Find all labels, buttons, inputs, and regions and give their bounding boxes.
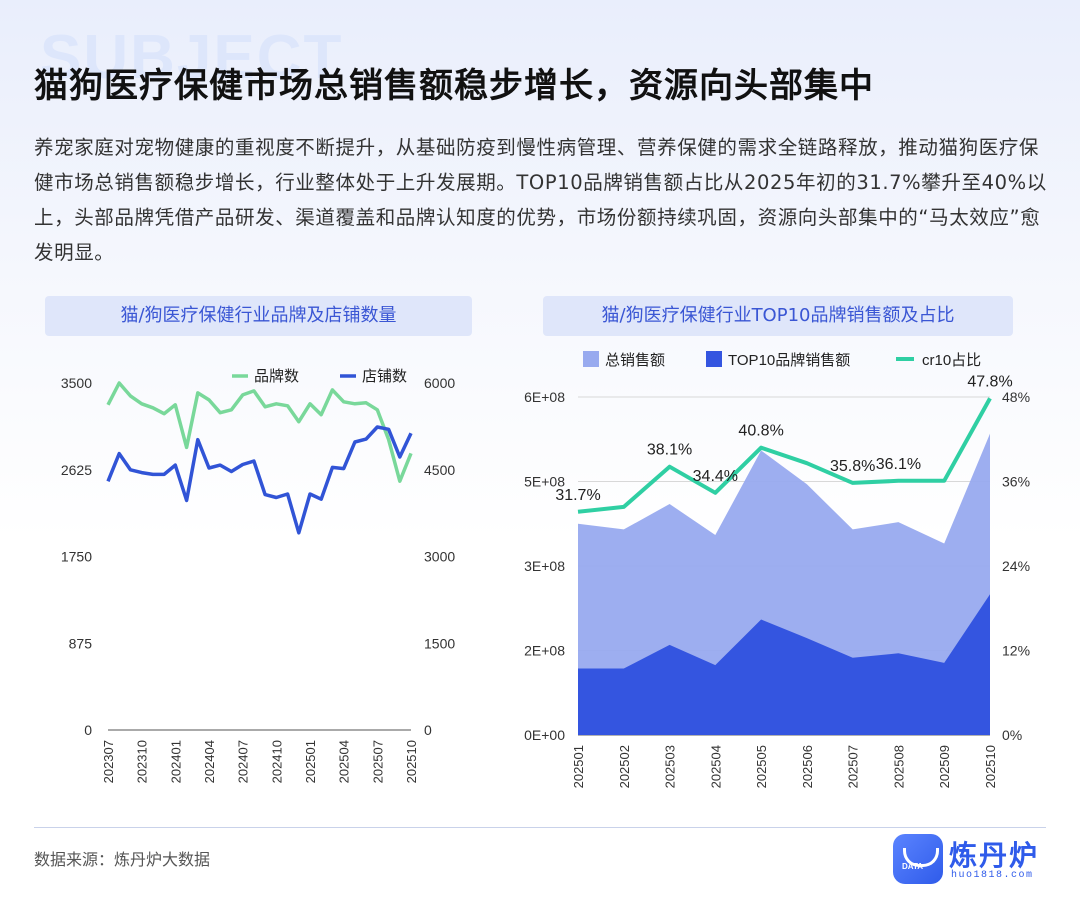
right-chart-x-tick: 202510	[983, 745, 998, 788]
cr10-data-label: 38.1%	[647, 442, 692, 459]
left-chart-x-tick: 202404	[202, 740, 217, 783]
right-chart-y-left-tick: 2E+08	[524, 643, 565, 659]
cr10-data-label: 34.4%	[693, 468, 738, 485]
background-watermark-word: SUBJECT	[40, 23, 344, 92]
legend-store-label: 店铺数	[362, 368, 407, 385]
right-chart-y-left-tick: 3E+08	[524, 558, 565, 574]
legend-total-sales-swatch	[583, 351, 599, 367]
cr10-data-label: 36.1%	[876, 456, 921, 473]
left-chart-x-tick: 202407	[236, 740, 251, 783]
right-chart-y-left-tick: 5E+08	[524, 474, 565, 490]
left-chart-y-right-tick: 0	[424, 722, 432, 738]
right-chart-title: 猫/狗医疗保健行业TOP10品牌销售额及占比	[543, 296, 1013, 336]
legend-cr10-label: cr10占比	[922, 352, 981, 369]
cr10-data-label: 40.8%	[738, 423, 783, 440]
left-chart-y-right-tick: 1500	[424, 635, 455, 651]
right-chart-y-left-tick: 0E+00	[524, 727, 565, 743]
left-chart-x-tick: 202401	[168, 740, 183, 783]
left-chart-y-right-tick: 4500	[424, 462, 455, 478]
logo-url: huo1818.com	[951, 870, 1034, 881]
left-chart-x-tick: 202410	[269, 740, 284, 783]
right-chart-x-tick: 202503	[663, 745, 678, 788]
right-chart-x-tick: 202507	[846, 745, 861, 788]
cr10-data-label: 47.8%	[967, 373, 1012, 390]
cr10-share-line	[577, 397, 992, 514]
right-chart-y-right-tick: 0%	[1002, 727, 1022, 743]
page-title: 猫狗医疗保健市场总销售额稳步增长，资源向头部集中	[34, 66, 874, 106]
data-source-note: 数据来源：炼丹炉大数据	[34, 850, 211, 869]
brand-logo: DATA 炼丹炉 huo1818.com	[893, 834, 1053, 890]
left-chart-x-tick: 202310	[135, 740, 150, 783]
left-chart-y-right-tick: 6000	[424, 375, 455, 391]
right-chart-x-tick: 202502	[617, 745, 632, 788]
left-chart-y-left-tick: 2625	[61, 462, 92, 478]
left-chart-y-left-tick: 1750	[61, 549, 92, 565]
left-chart-y-left-tick: 875	[69, 635, 93, 651]
legend-total-sales-label: 总销售额	[605, 352, 665, 369]
right-chart-x-tick: 202505	[754, 745, 769, 788]
right-chart-y-left-tick: 6E+08	[524, 389, 565, 405]
right-chart-y-right-tick: 24%	[1002, 558, 1030, 574]
footer-divider	[34, 827, 1046, 828]
left-chart-x-tick: 202504	[337, 740, 352, 783]
cr10-data-label: 31.7%	[555, 487, 600, 504]
left-chart-y-left-tick: 0	[84, 722, 92, 738]
intro-paragraph: 养宠家庭对宠物健康的重视度不断提升，从基础防疫到慢性病管理、营养保健的需求全链路…	[34, 136, 1047, 264]
right-chart-x-tick: 202509	[937, 745, 952, 788]
logo-bowl-icon: DATA	[893, 834, 943, 884]
right-chart-x-tick: 202506	[800, 745, 815, 788]
left-chart-title: 猫/狗医疗保健行业品牌及店铺数量	[45, 296, 472, 336]
logo-name: 炼丹炉	[949, 839, 1040, 872]
top10-sales-area	[578, 594, 990, 735]
legend-top10-sales-label: TOP10品牌销售额	[728, 352, 850, 369]
left-chart-x-tick: 202507	[370, 740, 385, 783]
store-count-line	[106, 425, 413, 535]
brand-count-line	[106, 381, 413, 483]
legend-top10-sales-swatch	[706, 351, 722, 367]
right-chart-x-tick: 202501	[571, 745, 586, 788]
left-chart-y-left-tick: 3500	[61, 375, 92, 391]
right-chart-y-right-tick: 36%	[1002, 474, 1030, 490]
right-chart-y-right-tick: 48%	[1002, 389, 1030, 405]
legend-brand-label: 品牌数	[254, 368, 299, 385]
right-chart-y-right-tick: 12%	[1002, 643, 1030, 659]
left-chart-x-tick: 202501	[303, 740, 318, 783]
cr10-data-label: 35.8%	[830, 458, 875, 475]
left-chart-y-right-tick: 3000	[424, 549, 455, 565]
right-chart-x-tick: 202508	[891, 745, 906, 788]
left-chart-x-tick: 202510	[404, 740, 419, 783]
right-chart-x-tick: 202504	[708, 745, 723, 788]
left-chart-x-tick: 202307	[101, 740, 116, 783]
